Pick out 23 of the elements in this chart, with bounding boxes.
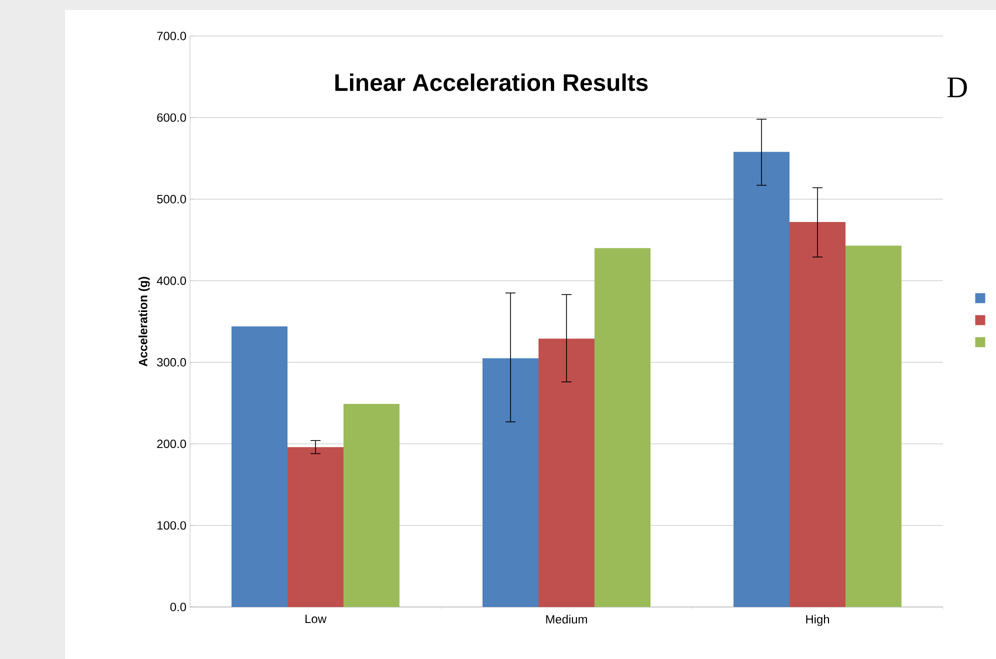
y-tick-label: 300.0 — [157, 358, 186, 367]
text: D — [947, 78, 967, 98]
y-tick-label: 500.0 — [157, 194, 186, 204]
y-tick-label: 200.0 — [157, 440, 186, 448]
bar — [232, 326, 288, 608]
bar — [288, 447, 344, 608]
y-tick-label: 100.0 — [157, 521, 186, 530]
y-axis-title: Acceleration (g) — [138, 276, 150, 366]
bar — [790, 222, 846, 608]
bar — [594, 248, 651, 608]
bar — [734, 152, 790, 608]
bar — [846, 246, 902, 608]
y-tick-label: 600.0 — [157, 113, 186, 122]
y-tick-label: 0.0 — [170, 602, 186, 612]
text: Linear Acceleration Results — [335, 74, 648, 92]
y-tick-label: 700.0 — [157, 32, 186, 40]
bar — [344, 404, 400, 608]
x-tick-label: High — [806, 614, 830, 626]
bar — [482, 358, 539, 608]
x-tick-label: Low — [306, 614, 326, 624]
y-tick-label: 400.0 — [156, 276, 186, 285]
x-tick-label: Medium — [546, 614, 587, 624]
bar — [538, 338, 595, 608]
